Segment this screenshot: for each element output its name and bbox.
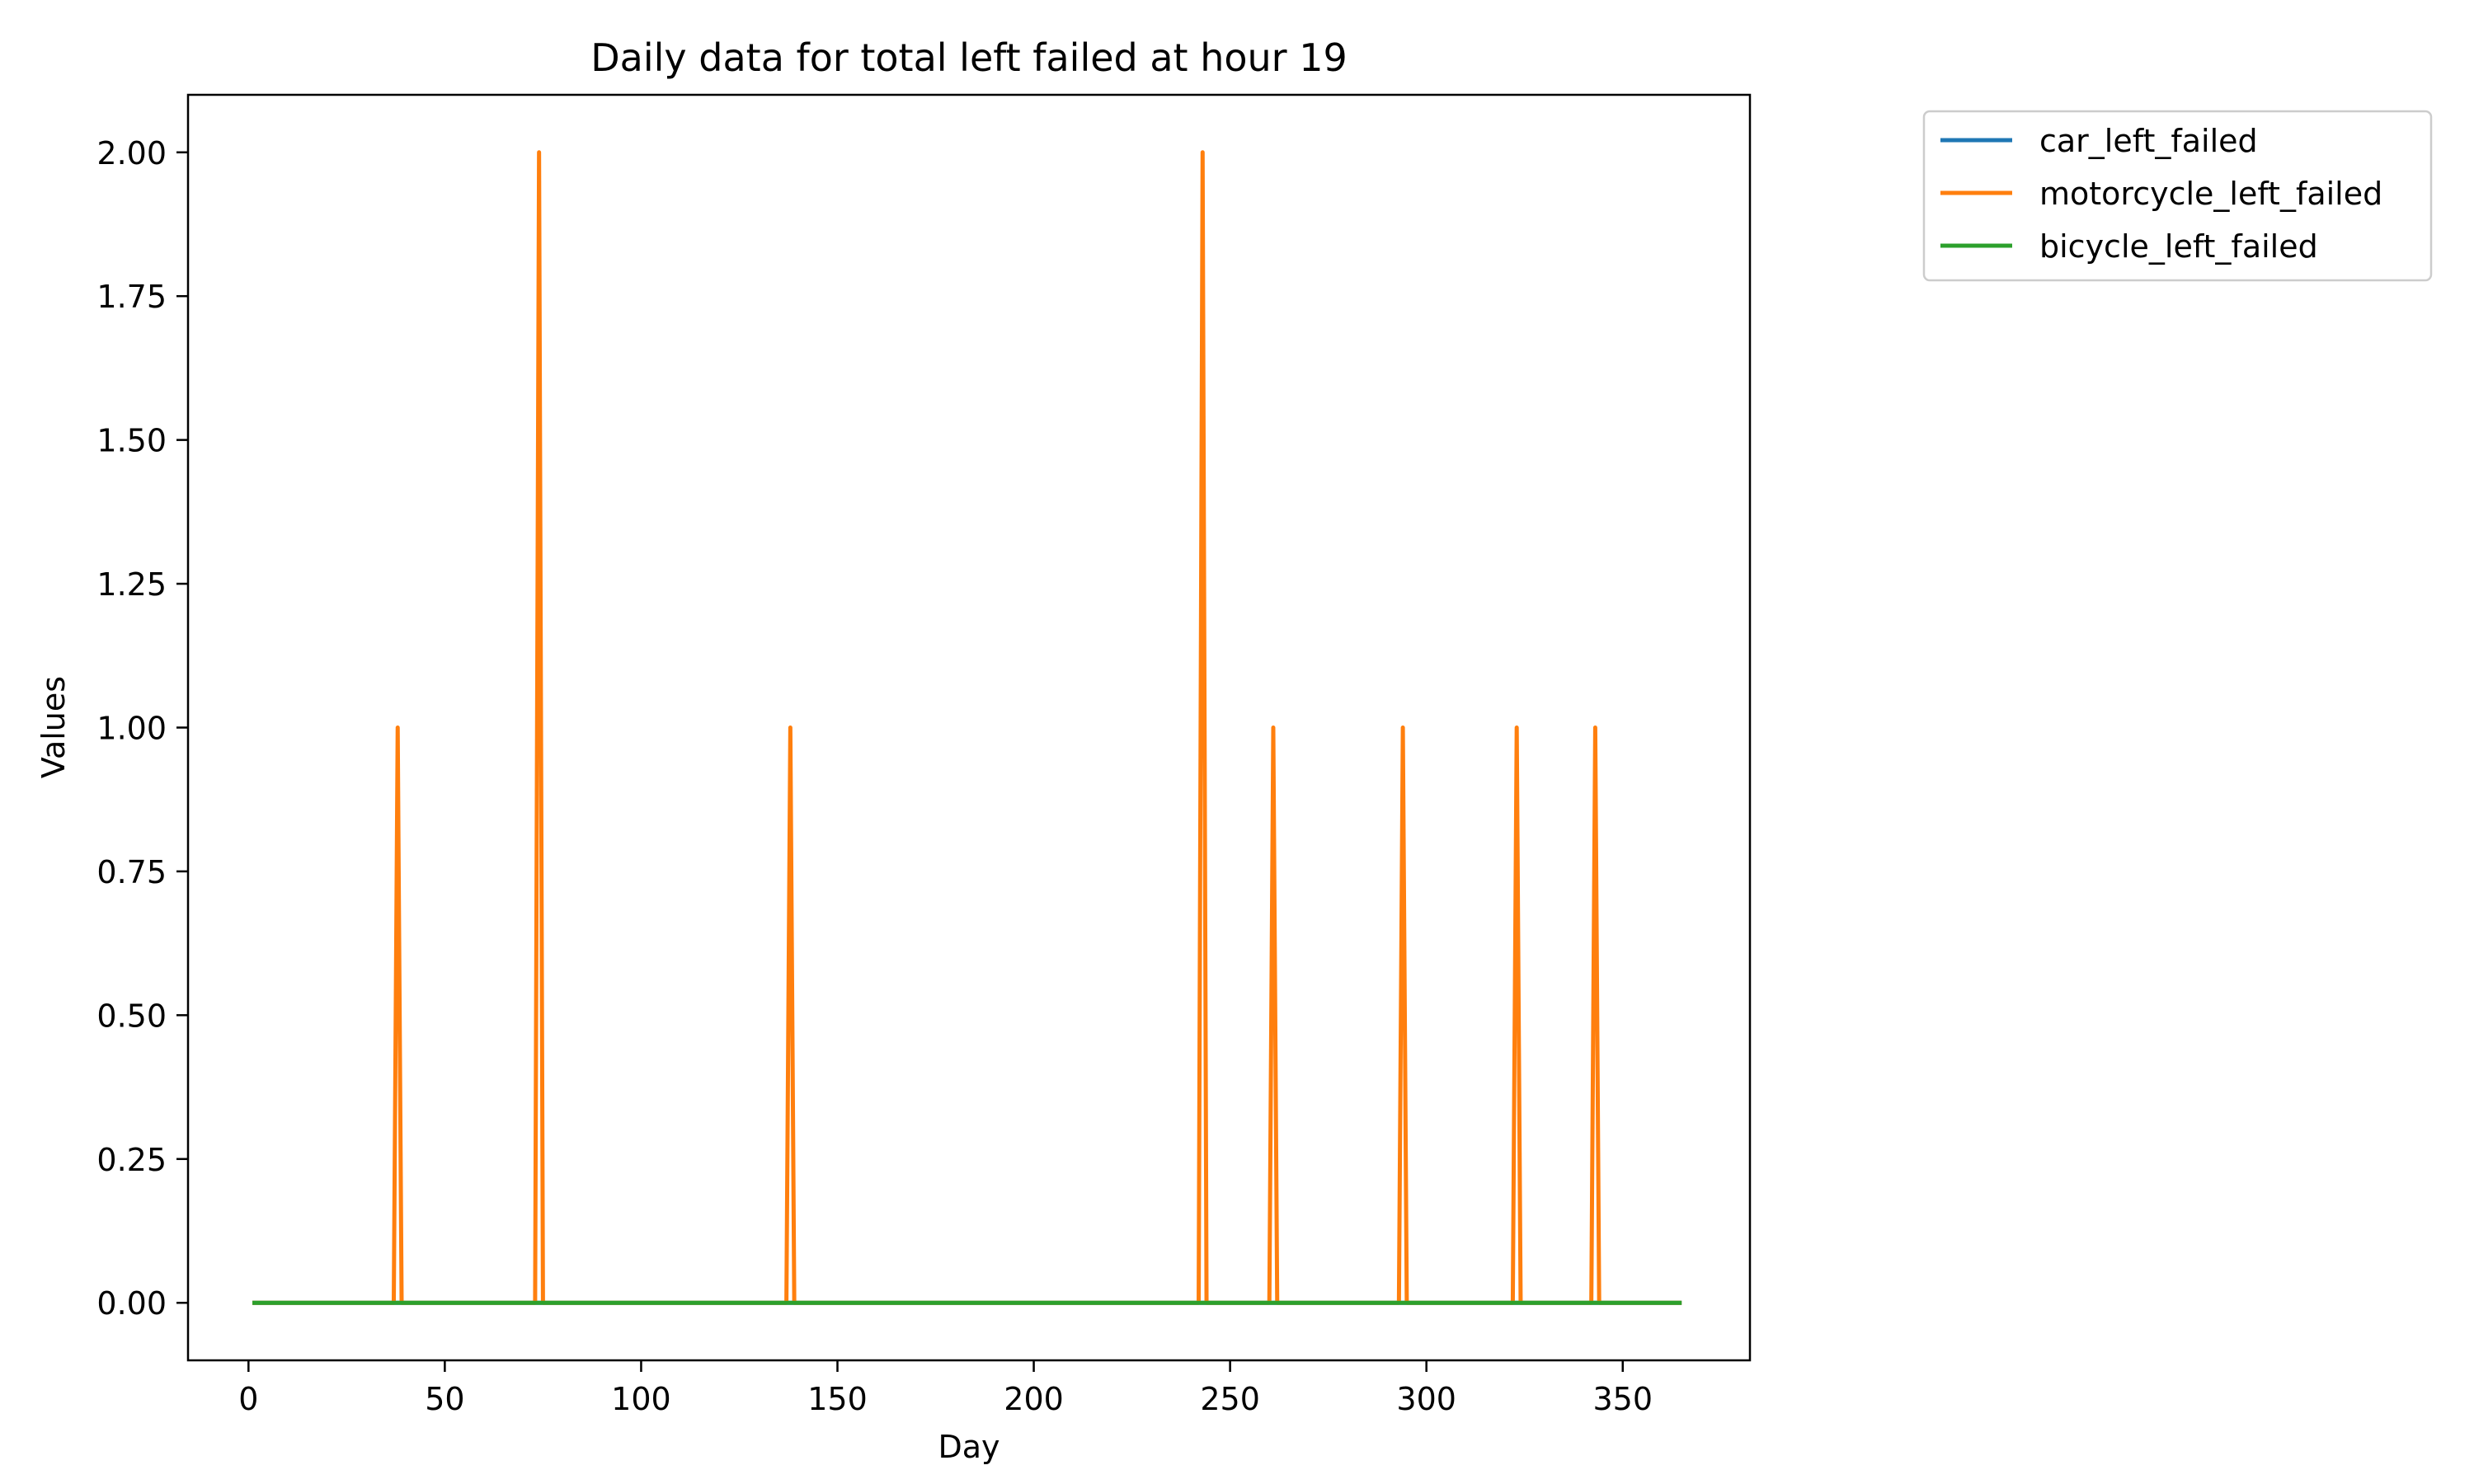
x-axis-ticks: 0 50 100 150 200 250 300 350 bbox=[238, 1360, 1653, 1417]
chart-title: Daily data for total left failed at hour… bbox=[590, 35, 1347, 80]
legend-label: bicycle_left_failed bbox=[2039, 228, 2318, 265]
y-tick-label: 0.50 bbox=[96, 998, 167, 1034]
y-tick-label: 1.50 bbox=[96, 423, 167, 459]
y-axis-ticks: 0.00 0.25 0.50 0.75 1.00 1.25 1.50 1.75 2.00 bbox=[96, 135, 188, 1322]
y-tick-label: 1.00 bbox=[96, 711, 167, 747]
x-axis-label: Day bbox=[938, 1429, 999, 1465]
legend-items: car_left_failed motorcycle_left_failedbic… bbox=[1940, 123, 2382, 265]
y-tick-label: 0.25 bbox=[96, 1142, 167, 1178]
y-tick-label: 1.75 bbox=[96, 279, 167, 315]
x-tick-label: 300 bbox=[1396, 1381, 1456, 1417]
x-tick-label: 350 bbox=[1592, 1381, 1653, 1417]
legend: car_left_failed motorcycle_left_failedbic… bbox=[1922, 110, 2433, 282]
x-tick-label: 250 bbox=[1200, 1381, 1260, 1417]
legend-frame bbox=[1922, 110, 2433, 282]
x-tick-label: 0 bbox=[238, 1381, 258, 1417]
y-axis-label: Values bbox=[35, 676, 72, 778]
y-tick-label: 1.25 bbox=[96, 566, 167, 603]
legend-label: car_left_failed bbox=[2039, 123, 2258, 159]
y-tick-label: 0.00 bbox=[96, 1285, 167, 1322]
x-tick-label: 150 bbox=[807, 1381, 868, 1417]
x-tick-label: 200 bbox=[1004, 1381, 1064, 1417]
y-tick-label: 0.75 bbox=[96, 854, 167, 890]
series-layer bbox=[252, 150, 1682, 1305]
x-tick-label: 100 bbox=[611, 1381, 671, 1417]
y-tick-label: 2.00 bbox=[96, 135, 167, 171]
legend-label: motorcycle_left_failed bbox=[2039, 176, 2382, 212]
x-tick-label: 50 bbox=[425, 1381, 464, 1417]
